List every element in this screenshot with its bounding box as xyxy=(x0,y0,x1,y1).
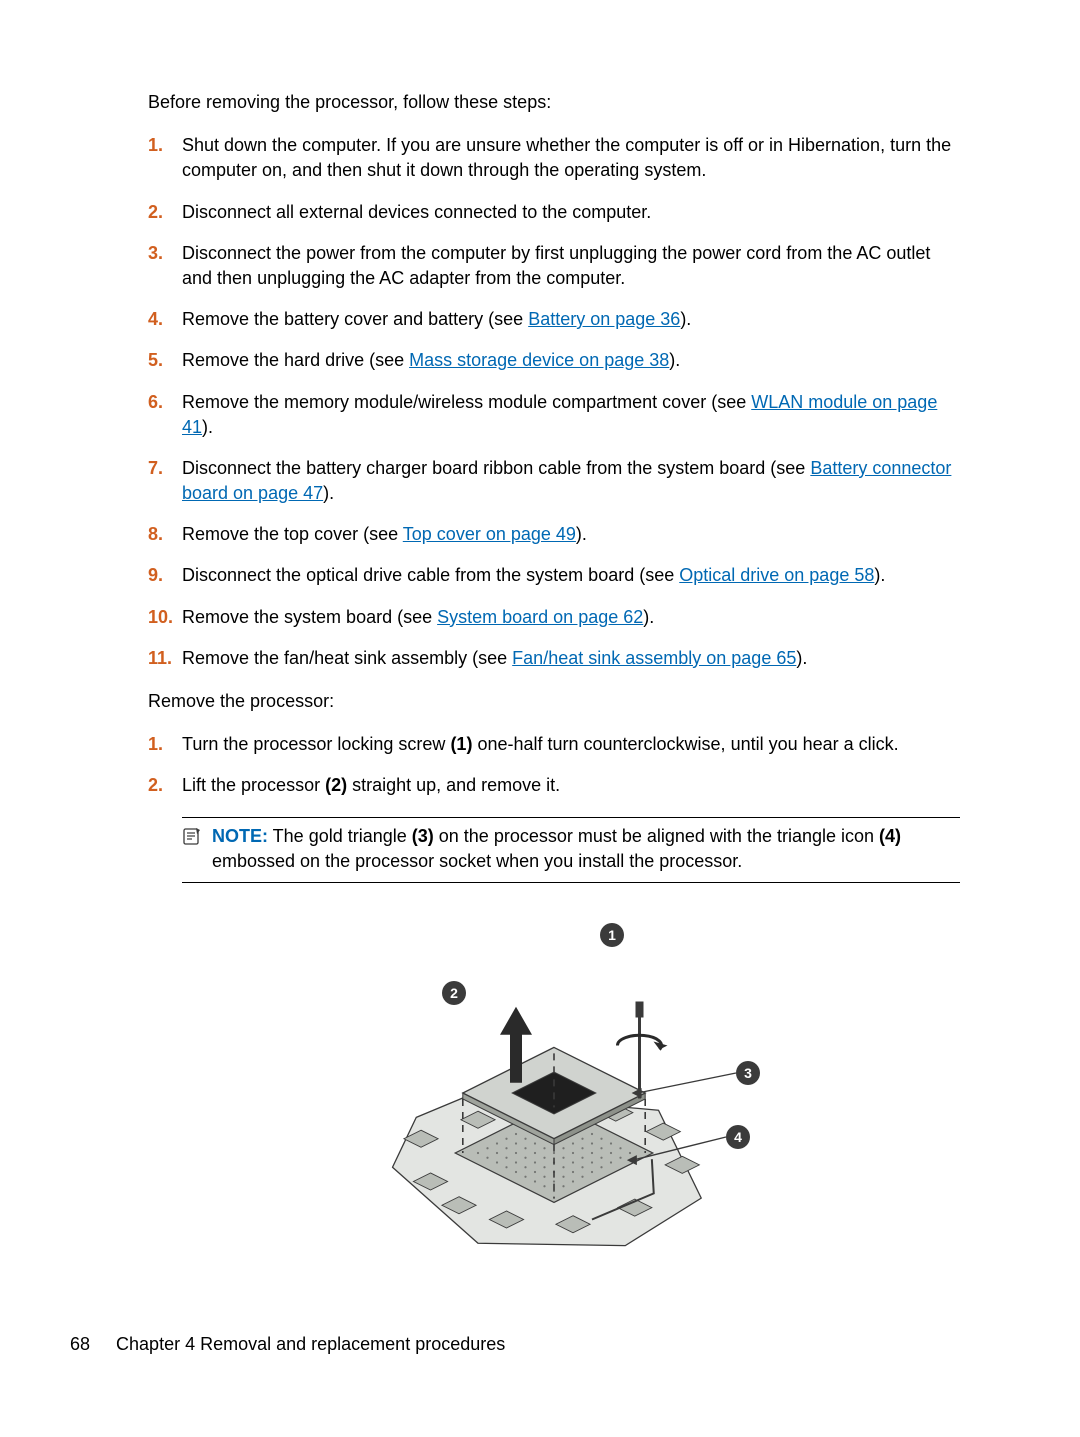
svg-text:1: 1 xyxy=(608,927,616,943)
prep-step: Disconnect the optical drive cable from … xyxy=(148,563,960,588)
prep-step: Remove the system board (see System boar… xyxy=(148,605,960,630)
prep-step: Remove the battery cover and battery (se… xyxy=(148,307,960,332)
svg-text:2: 2 xyxy=(450,985,458,1001)
note-icon xyxy=(182,826,202,853)
cross-ref-link[interactable]: Fan/heat sink assembly on page 65 xyxy=(512,648,796,668)
prep-step: Remove the fan/heat sink assembly (see F… xyxy=(148,646,960,671)
svg-text:4: 4 xyxy=(734,1129,742,1145)
note-box: NOTE: The gold triangle (3) on the proce… xyxy=(182,817,960,883)
prep-step: Remove the memory module/wireless module… xyxy=(148,390,960,440)
cross-ref-link[interactable]: System board on page 62 xyxy=(437,607,643,627)
prep-step: Disconnect the battery charger board rib… xyxy=(148,456,960,506)
processor-figure: 1 2 3 4 xyxy=(148,903,960,1283)
cross-ref-link[interactable]: Optical drive on page 58 xyxy=(679,565,874,585)
prep-step: Remove the top cover (see Top cover on p… xyxy=(148,522,960,547)
page-footer: 68 Chapter 4 Removal and replacement proc… xyxy=(70,1332,505,1357)
prep-step: Shut down the computer. If you are unsur… xyxy=(148,133,960,183)
cross-ref-link[interactable]: Mass storage device on page 38 xyxy=(409,350,669,370)
remove-step: Lift the processor (2) straight up, and … xyxy=(148,773,960,798)
cross-ref-link[interactable]: Top cover on page 49 xyxy=(403,524,576,544)
prep-step: Disconnect all external devices connecte… xyxy=(148,200,960,225)
note-label: NOTE: xyxy=(212,826,268,846)
page-number: 68 xyxy=(70,1332,90,1357)
steps-prep-list: Shut down the computer. If you are unsur… xyxy=(148,133,960,671)
steps-remove-list: Turn the processor locking screw (1) one… xyxy=(148,732,960,798)
chapter-title: Chapter 4 Removal and replacement proced… xyxy=(116,1334,505,1354)
intro-before-steps: Before removing the processor, follow th… xyxy=(148,90,960,115)
note-text: NOTE: The gold triangle (3) on the proce… xyxy=(212,824,960,874)
intro-remove-processor: Remove the processor: xyxy=(148,689,960,714)
cross-ref-link[interactable]: Battery on page 36 xyxy=(528,309,680,329)
remove-step: Turn the processor locking screw (1) one… xyxy=(148,732,960,757)
prep-step: Remove the hard drive (see Mass storage … xyxy=(148,348,960,373)
prep-step: Disconnect the power from the computer b… xyxy=(148,241,960,291)
svg-text:3: 3 xyxy=(744,1065,752,1081)
